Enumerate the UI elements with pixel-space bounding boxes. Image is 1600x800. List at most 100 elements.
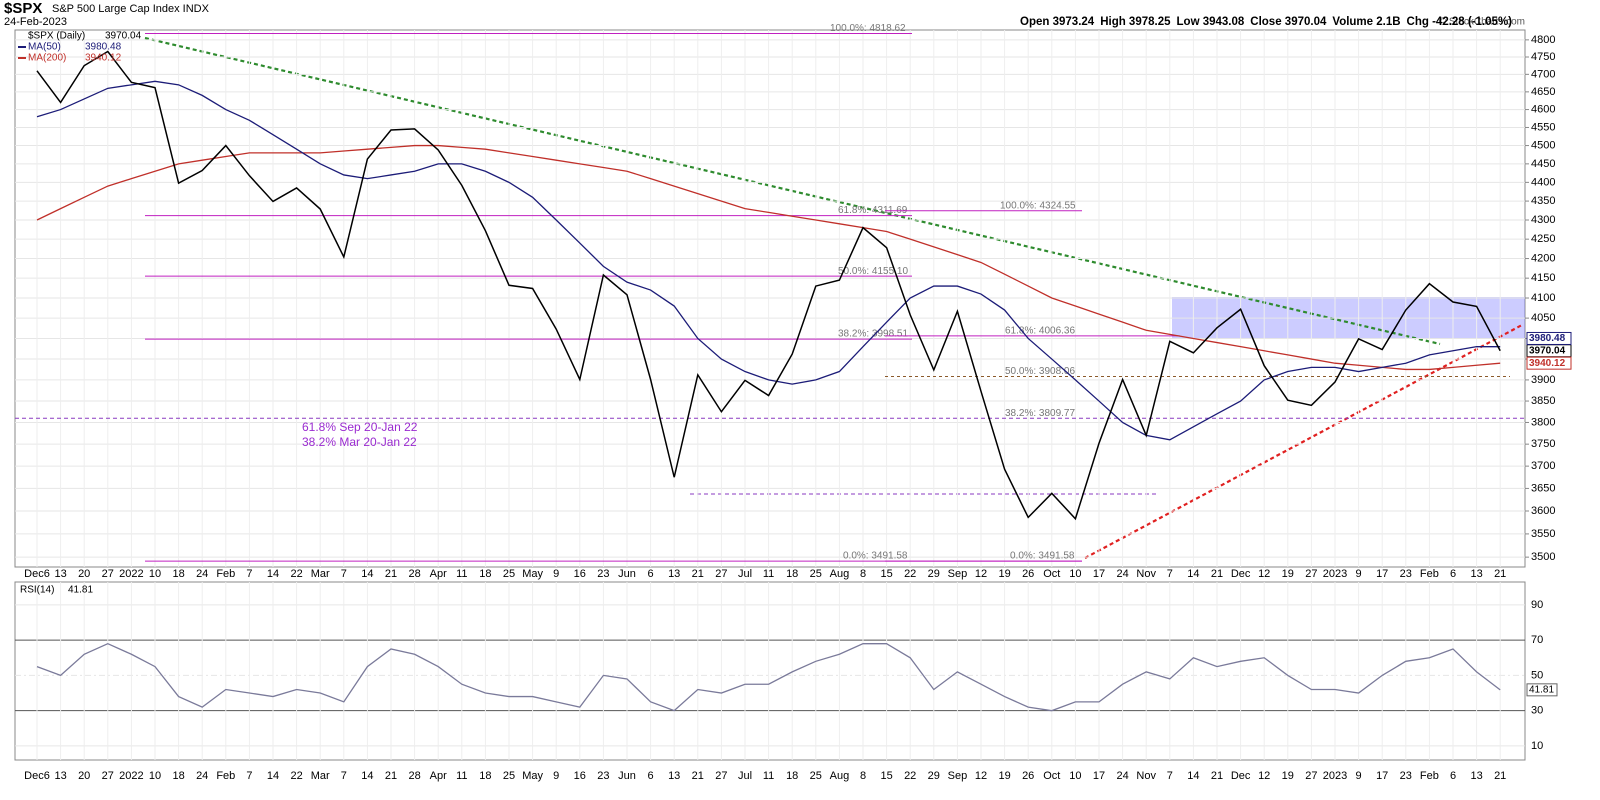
price-tag-box (1526, 331, 1572, 345)
x-tick-label: 7 (341, 568, 347, 580)
x-tick-label: 2023 (1323, 770, 1347, 782)
quote-item: Low 3943.08 (1177, 16, 1245, 28)
x-tick-label: 28 (408, 770, 420, 782)
y-tick-label: 4300 (1531, 214, 1555, 226)
quote-text: Open 3973.24 High 3978.25 Low 3943.08 Close… (1020, 16, 1512, 28)
y-tick-label: 70 (1531, 634, 1543, 646)
x-tick-label: 19 (1282, 568, 1294, 580)
x-tick-label: 21 (1494, 770, 1506, 782)
x-tick-label: 11 (456, 770, 467, 782)
x-tick-label: Feb (1420, 568, 1439, 580)
x-tick-label: 21 (1211, 568, 1223, 580)
x-tick-label: 27 (1305, 770, 1317, 782)
fib-label: 100.0%: 4818.62 (830, 23, 906, 34)
x-tick-label: 22 (290, 568, 302, 580)
x-tick-label: May (522, 568, 543, 580)
date: 24-Feb-2023 (4, 16, 67, 28)
x-tick-label: Feb (1420, 770, 1439, 782)
x-tick-label: 19 (1282, 770, 1294, 782)
x-tick-label: 23 (597, 568, 609, 580)
x-tick-label: 29 (928, 770, 940, 782)
x-tick-label: 24 (196, 568, 208, 580)
x-tick-label: 18 (786, 770, 798, 782)
x-tick-label: 24 (1116, 568, 1128, 580)
x-tick-label: 8 (860, 770, 866, 782)
y-tick-label: 4350 (1531, 195, 1555, 207)
x-tick-label: Sep (948, 568, 968, 580)
y-tick-label: 4500 (1531, 139, 1555, 151)
x-tick-label: 20 (78, 770, 90, 782)
x-tick-label: 12 (975, 568, 987, 580)
credit: © StockCharts.com (1439, 17, 1525, 28)
x-tick-label: 6 (1450, 568, 1456, 580)
legend-value: 3940.12 (85, 53, 122, 64)
quote-item: Chg -42.28 (-1.05%) (1407, 16, 1513, 28)
rsi-tag: 41.81 (1529, 684, 1554, 695)
y-tick-label: 90 (1531, 599, 1543, 611)
x-tick-label: 11 (456, 568, 467, 580)
x-tick-label: 13 (668, 770, 680, 782)
x-tick-label: 21 (1211, 770, 1223, 782)
fib-label: 50.0%: 4155.10 (838, 266, 908, 277)
x-tick-label: 18 (479, 568, 491, 580)
x-tick-label: 11 (763, 770, 774, 782)
x-tick-label: 27 (1305, 568, 1317, 580)
x-tick-label: 7 (341, 770, 347, 782)
x-tick-label: Feb (216, 568, 235, 580)
fib-label: 38.2%: 3998.51 (838, 329, 908, 340)
x-tick-label: Jul (738, 770, 752, 782)
x-tick-label: 22 (290, 770, 302, 782)
x-tick-label: 26 (1022, 568, 1034, 580)
fib-label: 50.0%: 3908.06 (1005, 366, 1075, 377)
x-tick-label: 12 (975, 770, 987, 782)
y-tick-label: 3500 (1531, 551, 1555, 563)
quote-item: Close 3970.04 (1250, 16, 1327, 28)
y-tick-label: 4050 (1531, 312, 1555, 324)
x-tick-label: Aug (830, 568, 850, 580)
x-tick-label: Nov (1136, 770, 1156, 782)
x-tick-label: 29 (928, 568, 940, 580)
rsi-panel (14, 581, 1526, 761)
rsi-tag-box (1526, 683, 1558, 697)
y-tick-label: 4100 (1531, 292, 1555, 304)
x-tick-label: 21 (385, 568, 397, 580)
x-tick-label: 14 (361, 770, 373, 782)
legend-value: 3970.04 (105, 31, 142, 42)
y-tick-label: 3800 (1531, 416, 1555, 428)
x-tick-label: 27 (715, 770, 727, 782)
x-tick-label: Dec6 (24, 568, 50, 580)
price-line (36, 50, 1501, 521)
x-tick-label: Sep (948, 770, 968, 782)
quote-item: Volume 2.1B (1332, 16, 1400, 28)
x-tick-label: 9 (1356, 770, 1362, 782)
x-tick-label: 16 (574, 568, 586, 580)
y-tick-label: 3600 (1531, 505, 1555, 517)
x-tick-label: 10 (1069, 568, 1081, 580)
x-tick-label: 27 (102, 568, 114, 580)
x-tick-label: 9 (1356, 568, 1362, 580)
x-tick-label: Apr (430, 770, 447, 782)
fib-label: 0.0%: 3491.58 (1010, 551, 1075, 562)
x-tick-label: 15 (880, 770, 892, 782)
x-tick-label: 23 (1400, 770, 1412, 782)
x-tick-label: 27 (715, 568, 727, 580)
x-tick-label: 11 (763, 568, 774, 580)
x-tick-label: Aug (830, 770, 850, 782)
x-tick-label: 13 (54, 568, 66, 580)
price-tag-box (1526, 356, 1572, 370)
y-tick-label: 30 (1531, 705, 1543, 717)
rsi-line (36, 642, 1501, 712)
x-tick-label: 6 (1450, 770, 1456, 782)
x-tick-label: Nov (1136, 568, 1156, 580)
x-tick-label: 8 (860, 568, 866, 580)
x-tick-label: 18 (172, 568, 184, 580)
x-tick-label: Mar (311, 568, 330, 580)
y-tick-label: 4650 (1531, 86, 1555, 98)
y-tick-label: 3650 (1531, 482, 1555, 494)
x-tick-label: 10 (149, 568, 161, 580)
y-tick-label: 4750 (1531, 51, 1555, 63)
x-tick-label: 21 (692, 568, 704, 580)
price-tag: 3940.12 (1529, 358, 1566, 369)
quote-item: Open 3973.24 (1020, 16, 1095, 28)
